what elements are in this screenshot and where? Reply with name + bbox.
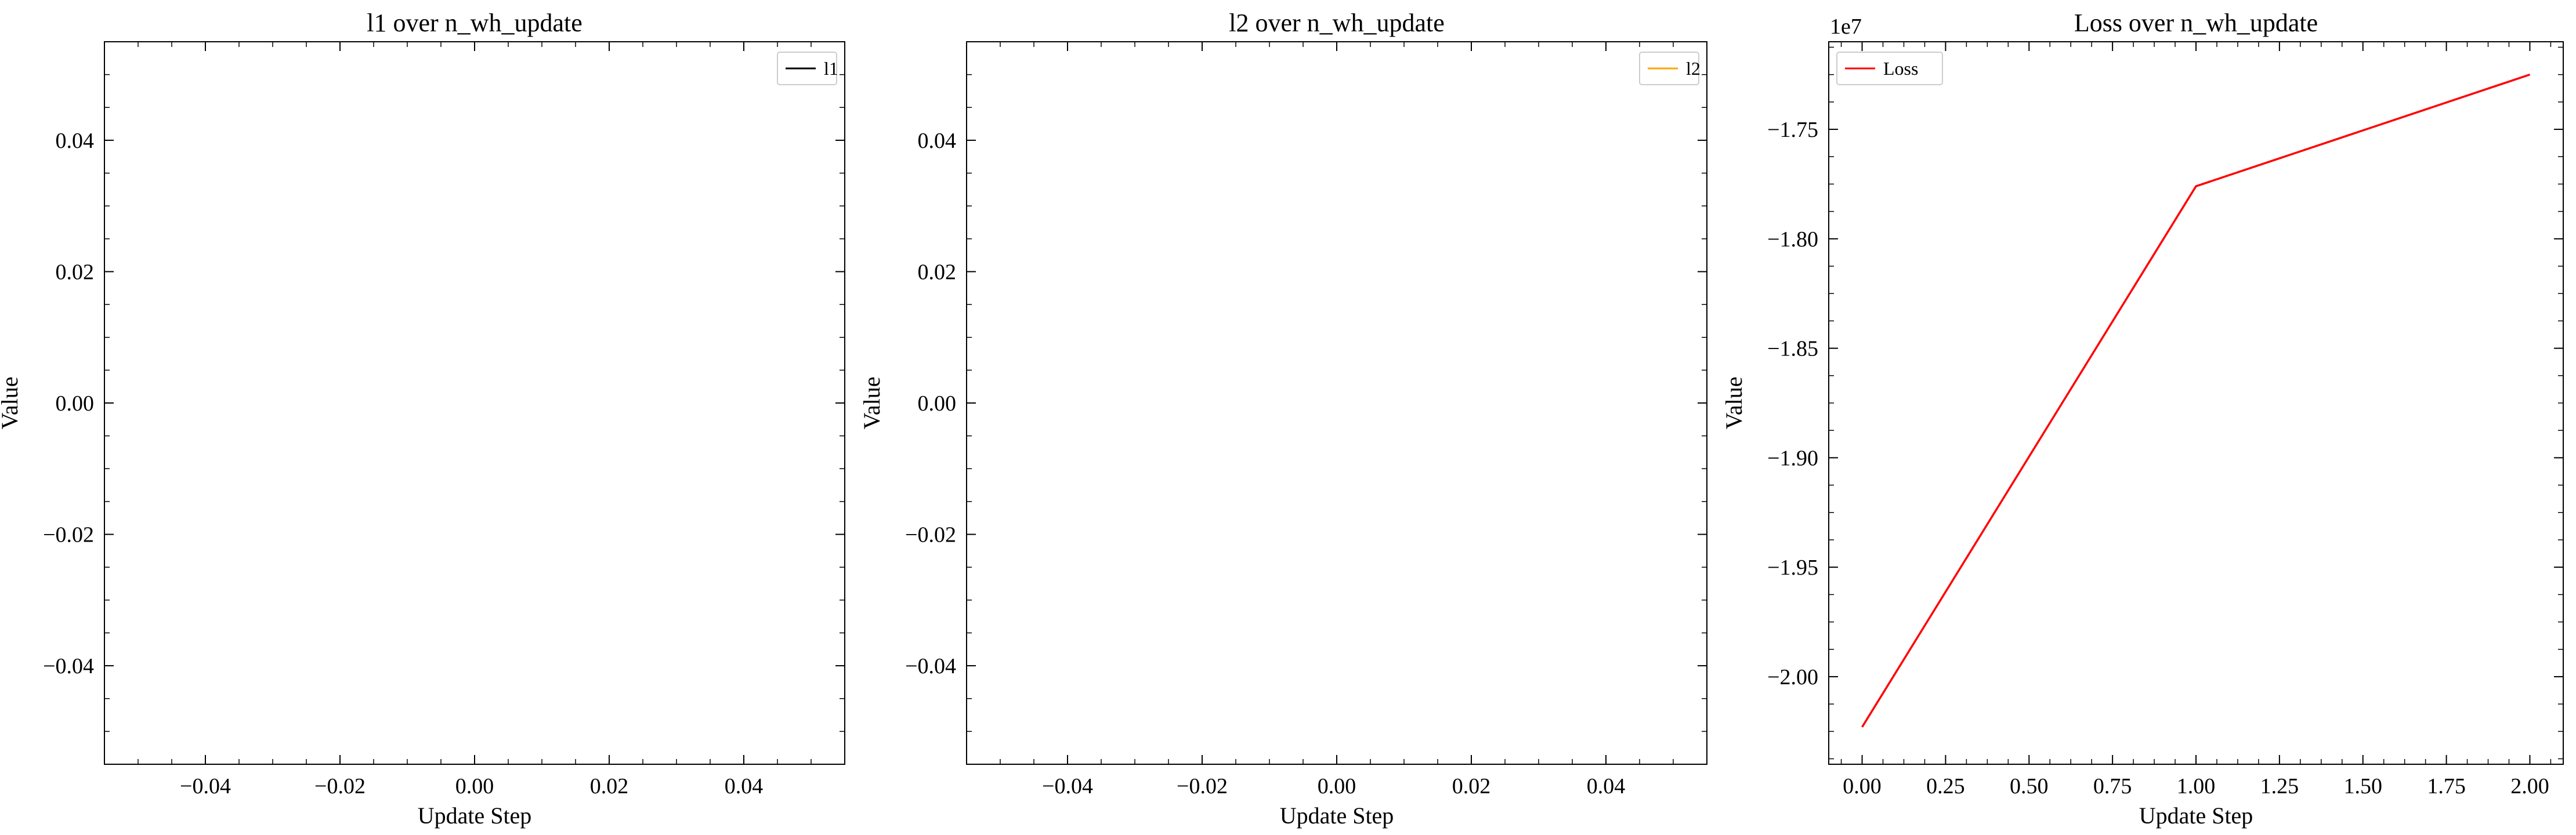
panel-title: Loss over n_wh_update bbox=[2074, 9, 2318, 37]
plot-frame bbox=[104, 41, 845, 765]
y-tick-label: −2.00 bbox=[1767, 665, 1818, 689]
y-axis-label: Value bbox=[1721, 376, 1747, 429]
y-tick-label: −1.75 bbox=[1767, 118, 1818, 142]
x-tick-label: 0.50 bbox=[2010, 774, 2049, 798]
panel-l1: l1 over n_wh_update Update Step Value −0… bbox=[0, 9, 845, 829]
y-tick-label: 0.02 bbox=[918, 260, 957, 284]
x-tick-label: 0.02 bbox=[1452, 774, 1491, 798]
x-tick-label: −0.04 bbox=[1042, 774, 1093, 798]
legend: l1 bbox=[777, 52, 838, 85]
x-tick-label: 2.00 bbox=[2510, 774, 2549, 798]
plot-frame bbox=[966, 41, 1707, 765]
x-tick-label: 1.00 bbox=[2177, 774, 2216, 798]
x-axis-label: Update Step bbox=[2139, 803, 2253, 829]
y-tick-label: −0.02 bbox=[43, 523, 94, 547]
x-tick-label: 0.00 bbox=[1318, 774, 1356, 798]
x-tick-label: 0.04 bbox=[725, 774, 764, 798]
panel-loss: Loss over n_wh_update Update Step Value … bbox=[1721, 9, 2564, 829]
y-axis-label: Value bbox=[859, 376, 885, 429]
y-axis-label: Value bbox=[0, 376, 23, 429]
x-tick-label: 1.25 bbox=[2260, 774, 2299, 798]
x-axis-label: Update Step bbox=[1280, 803, 1394, 829]
data-lines bbox=[1861, 73, 2531, 728]
legend-box bbox=[1836, 52, 1943, 85]
axis-ticks: 0.00 0.25 0.50 0.75 1.00 1.25 1.50 1.75 2.00 −2.0… bbox=[1767, 42, 2563, 798]
legend: l2 bbox=[1639, 52, 1701, 85]
y-tick-label: 0.02 bbox=[56, 260, 95, 284]
y-offset-label: 1e7 bbox=[1830, 14, 1862, 39]
x-tick-label: −0.04 bbox=[180, 774, 231, 798]
y-tick-label: −1.80 bbox=[1767, 227, 1818, 252]
plot-frame bbox=[1828, 41, 2564, 765]
y-tick-label: 0.00 bbox=[56, 391, 95, 416]
x-tick-label: 0.04 bbox=[1587, 774, 1626, 798]
legend-label: l1 bbox=[824, 58, 838, 79]
x-tick-label: −0.02 bbox=[1177, 774, 1228, 798]
x-tick-label: 1.75 bbox=[2427, 774, 2466, 798]
y-tick-label: −1.85 bbox=[1767, 337, 1818, 361]
x-tick-label: 0.00 bbox=[455, 774, 494, 798]
panel-l2: l2 over n_wh_update Update Step Value −0… bbox=[859, 9, 1707, 829]
panel-title: l2 over n_wh_update bbox=[1229, 9, 1444, 37]
x-tick-label: 1.50 bbox=[2343, 774, 2382, 798]
x-tick-label: 0.75 bbox=[2093, 774, 2132, 798]
y-tick-label: −0.04 bbox=[905, 654, 956, 678]
y-tick-label: −1.90 bbox=[1767, 446, 1818, 470]
y-tick-label: −0.04 bbox=[43, 654, 94, 678]
series-line-loss bbox=[1861, 73, 2531, 728]
x-axis-label: Update Step bbox=[418, 803, 532, 829]
y-tick-label: −1.95 bbox=[1767, 556, 1818, 580]
axis-ticks: −0.04 −0.02 0.00 0.02 0.04 −0.04 −0.02 0.00 0.02… bbox=[43, 41, 845, 798]
x-tick-label: 0.02 bbox=[590, 774, 629, 798]
x-tick-label: 0.00 bbox=[1843, 774, 1882, 798]
legend-label: Loss bbox=[1883, 58, 1918, 79]
y-tick-label: 0.04 bbox=[918, 129, 957, 153]
x-tick-label: 0.25 bbox=[1926, 774, 1965, 798]
y-tick-label: 0.04 bbox=[56, 129, 95, 153]
panel-title: l1 over n_wh_update bbox=[367, 9, 582, 37]
y-tick-label: 0.00 bbox=[918, 391, 957, 416]
axis-ticks: −0.04 −0.02 0.00 0.02 0.04 −0.04 −0.02 0.00 0.02… bbox=[905, 41, 1707, 798]
legend: Loss bbox=[1836, 52, 1943, 85]
x-tick-label: −0.02 bbox=[314, 774, 366, 798]
legend-label: l2 bbox=[1686, 58, 1701, 79]
y-tick-label: −0.02 bbox=[905, 523, 956, 547]
